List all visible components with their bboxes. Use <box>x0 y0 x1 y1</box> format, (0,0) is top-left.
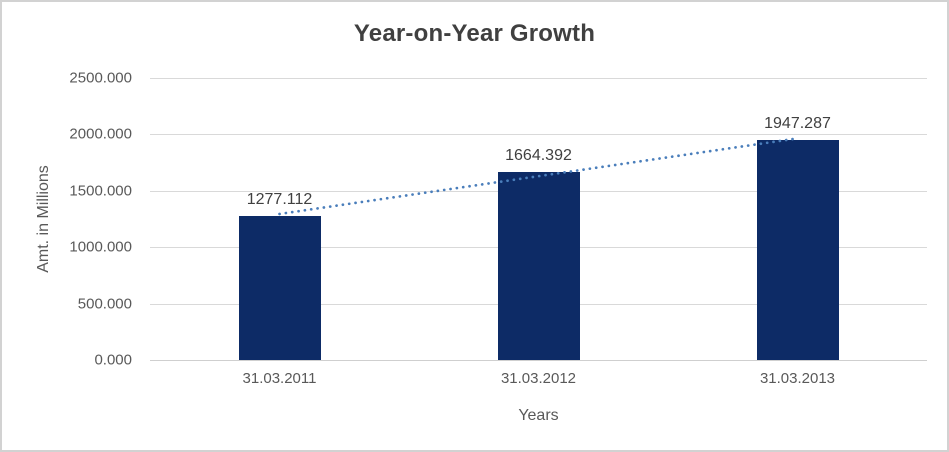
gridline <box>150 134 927 136</box>
gridline <box>150 78 927 79</box>
y-tick-label: 1000.000 <box>69 238 132 256</box>
bar <box>238 215 321 360</box>
trendline <box>278 137 799 216</box>
x-axis-title: Years <box>518 407 559 424</box>
plot-area <box>150 78 927 361</box>
y-tick-label: 1500.000 <box>69 182 132 200</box>
bar <box>497 172 580 360</box>
x-tick-label: 31.03.2011 <box>242 370 317 387</box>
y-tick-label: 2500.000 <box>69 69 132 87</box>
data-label: 1947.287 <box>764 115 831 133</box>
y-tick-label: 2000.000 <box>69 125 132 143</box>
data-label: 1277.112 <box>246 190 313 208</box>
x-tick-label: 31.03.2013 <box>759 370 836 387</box>
x-tick-label: 31.03.2012 <box>500 370 577 387</box>
bar <box>756 140 839 360</box>
data-label: 1664.392 <box>505 147 572 165</box>
y-tick-label: 0.000 <box>94 351 132 369</box>
x-axis-line <box>150 360 927 361</box>
chart-title: Year-on-Year Growth <box>353 20 596 47</box>
y-tick-label: 500.000 <box>77 295 132 313</box>
